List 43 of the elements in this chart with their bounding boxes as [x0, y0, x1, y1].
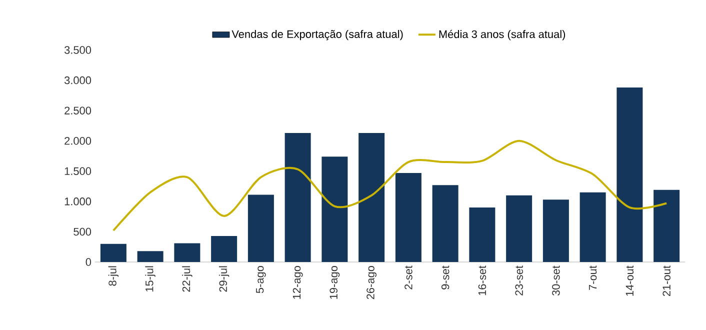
- bar: [432, 185, 458, 262]
- bar: [284, 132, 311, 262]
- x-tick-label: 16-set: [478, 266, 486, 296]
- legend-label: Vendas de Exportação (safra atual): [232, 30, 403, 40]
- x-tick-label: 22-jul: [182, 266, 192, 292]
- bar: [174, 243, 200, 262]
- bar: [469, 207, 496, 262]
- y-tick-label: 3.500: [64, 46, 92, 54]
- x-tick-label: 5-ago: [256, 266, 266, 294]
- bar: [248, 194, 274, 262]
- bar: [211, 236, 238, 262]
- bar: [395, 172, 422, 262]
- line-series: [112, 140, 668, 232]
- x-tick-label: 30-set: [552, 266, 560, 296]
- bar: [358, 132, 385, 262]
- y-tick-label: 2.500: [64, 106, 92, 114]
- x-tick-label: 26-ago: [366, 266, 377, 300]
- bar: [542, 200, 569, 262]
- bar: [322, 156, 348, 262]
- y-tick-label: 0: [86, 258, 92, 266]
- x-tick-label: 7-out: [589, 266, 597, 290]
- y-tick-label: 3.000: [64, 76, 92, 84]
- y-tick-label: 500: [74, 228, 92, 236]
- bar: [654, 190, 680, 262]
- bar: [100, 244, 126, 262]
- x-tick-label: 21-out: [662, 266, 670, 296]
- x-tick-label: 19-ago: [330, 266, 340, 299]
- y-tick-label: 2.000: [64, 136, 92, 145]
- legend-label: Média 3 anos (safra atual): [439, 30, 566, 40]
- y-tick-label: 1.000: [64, 198, 92, 206]
- x-tick-label: 29-jul: [218, 266, 230, 292]
- x-tick-label: 14-out: [626, 266, 634, 296]
- bar: [580, 192, 606, 262]
- x-tick-label: 15-jul: [145, 266, 156, 292]
- x-tick-label: 12-ago: [292, 266, 303, 299]
- x-tick-label: 8-jul: [108, 266, 119, 286]
- bar: [506, 195, 532, 262]
- bar: [137, 251, 164, 262]
- bar: [616, 88, 643, 262]
- x-tick-label: 2-set: [404, 266, 412, 290]
- x-tick-label: 23-set: [515, 266, 523, 296]
- x-tick-label: 9-set: [441, 266, 450, 290]
- y-tick-label: 1.500: [64, 167, 92, 176]
